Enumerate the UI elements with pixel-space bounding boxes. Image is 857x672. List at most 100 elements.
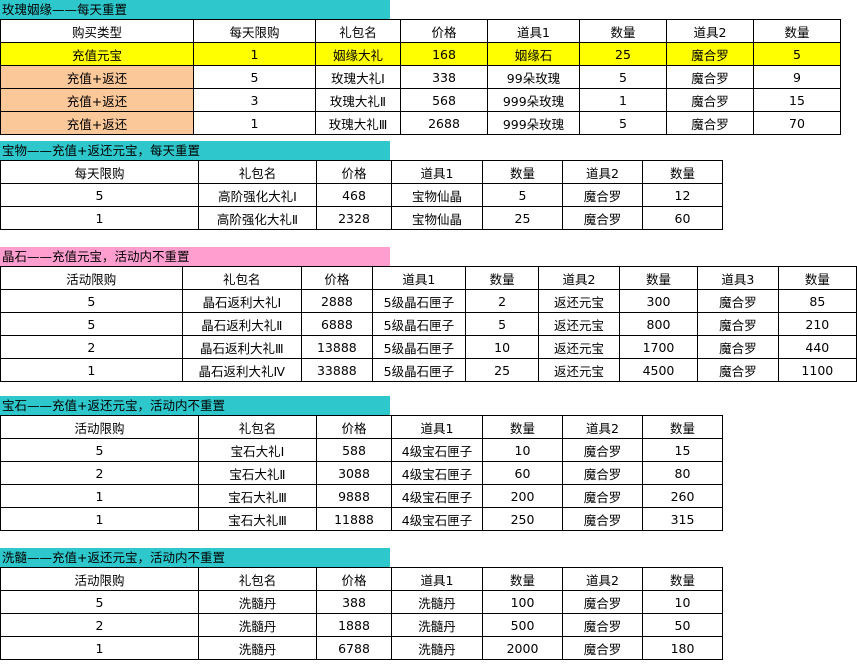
table-row: 1 洗髓丹 6788 洗髓丹 2000 魔合罗 180 xyxy=(0,636,723,660)
table-cell: 魔合罗 xyxy=(697,312,779,336)
table-cell: 2688 xyxy=(400,111,488,135)
table-row: 充值+返还 5 玫瑰大礼Ⅰ 338 99朵玫瑰 5 魔合罗 9 xyxy=(0,65,841,89)
table-cell: 168 xyxy=(400,42,488,66)
table-cell: 2 xyxy=(0,613,199,637)
column-header: 道具2 xyxy=(538,266,620,290)
section: 洗髓——充值+返还元宝，活动内不重置 活动限购 礼包名 价格 道具1 数量 道具2 数量 5 洗髓… xyxy=(0,548,857,660)
column-header: 数量 xyxy=(777,266,857,290)
table-cell: 2 xyxy=(0,335,183,359)
table-cell: 9 xyxy=(753,65,841,89)
table-cell: 返还元宝 xyxy=(538,335,620,359)
column-header: 数量 xyxy=(642,415,723,439)
table-cell: 宝物仙晶 xyxy=(391,183,483,207)
table-cell: 姻缘石 xyxy=(487,42,580,66)
table-cell: 晶石返利大礼Ⅲ xyxy=(181,335,303,359)
table-cell: 4500 xyxy=(618,358,699,382)
table-cell: 魔合罗 xyxy=(697,335,779,359)
column-header: 数量 xyxy=(753,19,841,43)
section-spacer xyxy=(0,230,857,247)
table-header-row: 活动限购 礼包名 价格 道具1 数量 道具2 数量 道具3 数量 xyxy=(0,266,857,290)
table-cell: 4级宝石匣子 xyxy=(391,484,483,508)
section-title: 晶石——充值元宝，活动内不重置 xyxy=(0,247,390,266)
table-cell: 魔合罗 xyxy=(562,461,643,485)
table-cell: 10 xyxy=(482,438,563,462)
table-row: 2 晶石返利大礼Ⅲ 13888 5级晶石匣子 10 返还元宝 1700 魔合罗 440 xyxy=(0,335,857,359)
table-cell: 11888 xyxy=(316,507,392,531)
table-cell: 5 xyxy=(465,312,540,336)
table-cell: 晶石返利大礼Ⅱ xyxy=(181,312,303,336)
column-header: 道具1 xyxy=(487,19,580,43)
table-cell: 3 xyxy=(193,88,316,112)
table-cell: 晶石返利大礼Ⅰ xyxy=(181,289,303,313)
table-cell: 1 xyxy=(579,88,667,112)
table-cell: 6888 xyxy=(301,312,373,336)
section: 宝石——充值+返还元宝，活动内不重置 活动限购 礼包名 价格 道具1 数量 道具2 数量 5 宝石… xyxy=(0,396,857,531)
section-title: 宝石——充值+返还元宝，活动内不重置 xyxy=(0,396,390,415)
table-cell: 魔合罗 xyxy=(562,183,643,207)
column-header: 每天限购 xyxy=(193,19,316,43)
table-row: 充值+返还 3 玫瑰大礼Ⅱ 568 999朵玫瑰 1 魔合罗 15 xyxy=(0,88,841,112)
table-cell: 25 xyxy=(465,358,540,382)
table-cell: 5级晶石匣子 xyxy=(371,289,467,313)
table-cell: 2 xyxy=(0,461,199,485)
table-cell: 1 xyxy=(0,507,199,531)
table-cell: 800 xyxy=(618,312,699,336)
table-cell: 2 xyxy=(465,289,540,313)
table-cell: 50 xyxy=(642,613,723,637)
table-cell: 210 xyxy=(777,312,857,336)
table-cell: 80 xyxy=(642,461,723,485)
table-cell: 4级宝石匣子 xyxy=(391,461,483,485)
column-header: 活动限购 xyxy=(0,415,199,439)
column-header: 道具1 xyxy=(391,567,483,591)
table-row: 充值元宝 1 姻缘大礼 168 姻缘石 25 魔合罗 5 xyxy=(0,42,841,66)
column-header: 礼包名 xyxy=(181,266,303,290)
table-cell: 洗髓丹 xyxy=(198,613,317,637)
section-title: 玫瑰姻缘——每天重置 xyxy=(0,0,390,19)
table-cell: 宝石大礼Ⅲ xyxy=(198,507,317,531)
column-header: 价格 xyxy=(301,266,373,290)
column-header: 数量 xyxy=(482,567,563,591)
section: 玫瑰姻缘——每天重置 购买类型 每天限购 礼包名 价格 道具1 数量 道具2 数量 充值元宝 1 姻缘… xyxy=(0,0,857,135)
table-cell: 6788 xyxy=(316,636,392,660)
column-header: 数量 xyxy=(642,160,723,184)
column-header: 道具1 xyxy=(391,415,483,439)
table-cell: 588 xyxy=(316,438,392,462)
section-spacer xyxy=(0,531,857,548)
table-cell: 充值+返还 xyxy=(0,65,194,89)
table-cell: 999朵玫瑰 xyxy=(487,88,580,112)
column-header: 数量 xyxy=(579,19,667,43)
table-row: 1 宝石大礼Ⅲ 9888 4级宝石匣子 200 魔合罗 260 xyxy=(0,484,723,508)
table-cell: 洗髓丹 xyxy=(391,636,483,660)
table-cell: 99朵玫瑰 xyxy=(487,65,580,89)
table-cell: 2888 xyxy=(301,289,373,313)
column-header: 道具1 xyxy=(391,160,483,184)
table-cell: 魔合罗 xyxy=(697,358,779,382)
table-row: 2 宝石大礼Ⅱ 3088 4级宝石匣子 60 魔合罗 80 xyxy=(0,461,723,485)
table-row: 1 宝石大礼Ⅲ 11888 4级宝石匣子 250 魔合罗 315 xyxy=(0,507,723,531)
table-cell: 玫瑰大礼Ⅲ xyxy=(315,111,401,135)
table-cell: 260 xyxy=(642,484,723,508)
table-cell: 100 xyxy=(482,590,563,614)
table-cell: 70 xyxy=(753,111,841,135)
table-cell: 5 xyxy=(0,312,183,336)
column-header: 价格 xyxy=(316,160,392,184)
table-cell: 10 xyxy=(642,590,723,614)
table-row: 5 宝石大礼Ⅰ 588 4级宝石匣子 10 魔合罗 15 xyxy=(0,438,723,462)
table-cell: 999朵玫瑰 xyxy=(487,111,580,135)
column-header: 数量 xyxy=(642,567,723,591)
table-cell: 2328 xyxy=(316,206,392,230)
table-cell: 返还元宝 xyxy=(538,358,620,382)
table-cell: 5 xyxy=(579,111,667,135)
column-header: 礼包名 xyxy=(198,415,317,439)
table-cell: 姻缘大礼 xyxy=(315,42,401,66)
table-cell: 5级晶石匣子 xyxy=(371,335,467,359)
table-cell: 5 xyxy=(0,590,199,614)
table-cell: 300 xyxy=(618,289,699,313)
table-cell: 468 xyxy=(316,183,392,207)
table-cell: 玫瑰大礼Ⅱ xyxy=(315,88,401,112)
table-cell: 高阶强化大礼Ⅰ xyxy=(198,183,317,207)
table-cell: 晶石返利大礼Ⅳ xyxy=(181,358,303,382)
section-spacer xyxy=(0,382,857,396)
table-cell: 338 xyxy=(400,65,488,89)
table-cell: 5 xyxy=(482,183,563,207)
